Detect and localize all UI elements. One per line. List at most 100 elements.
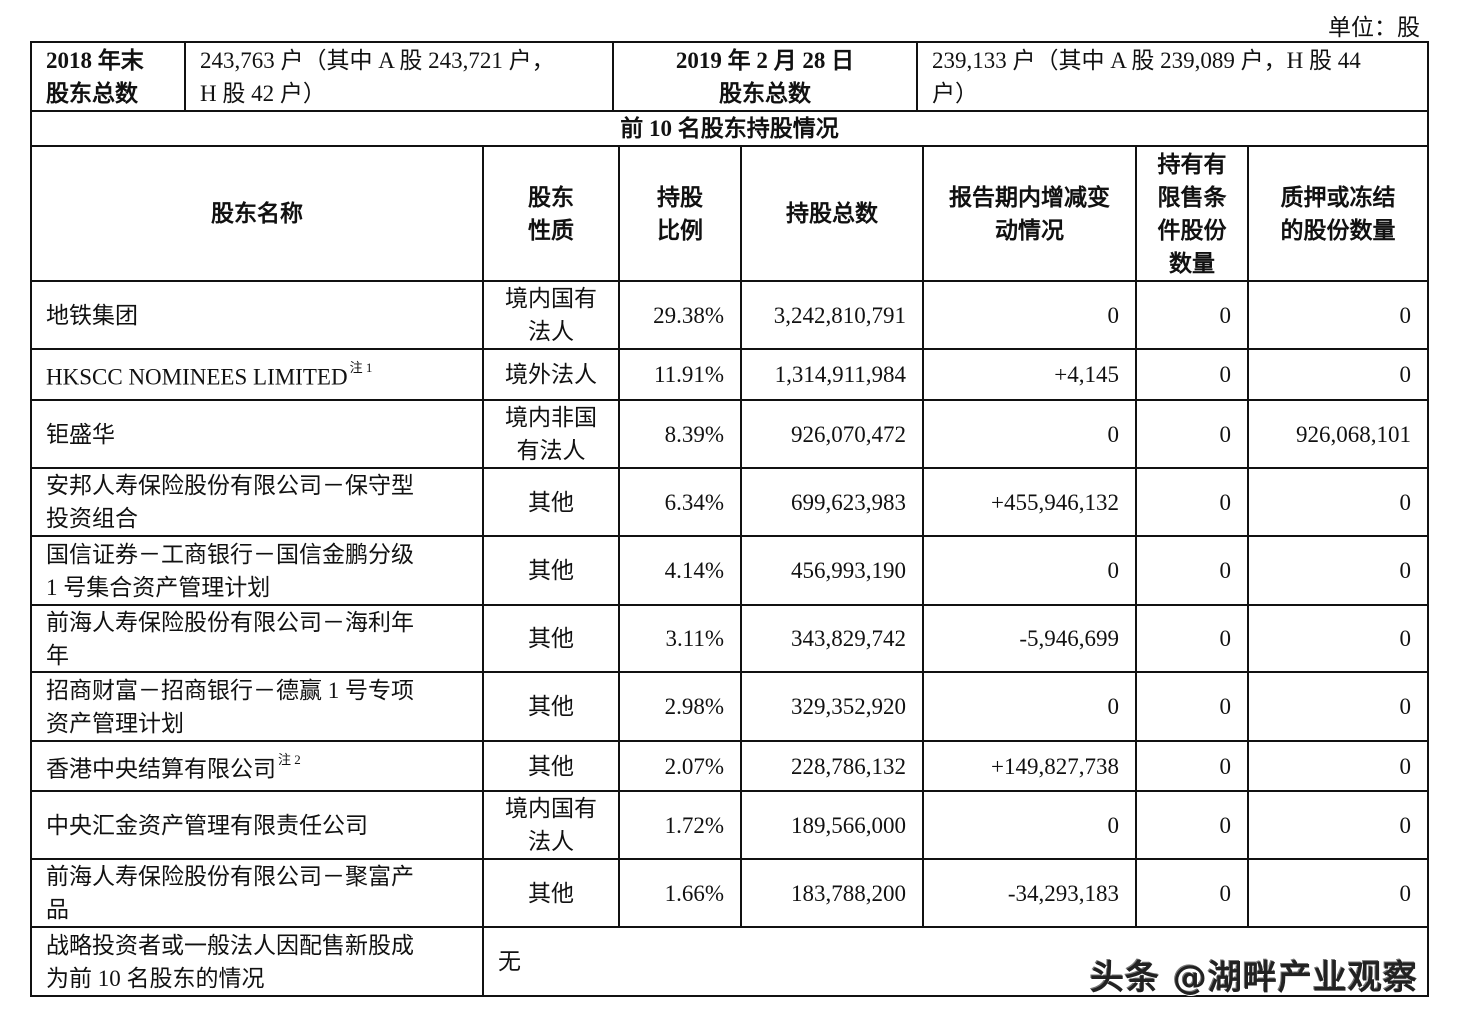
footnote-marker: 注 2 (278, 751, 301, 767)
label-shareholders-2018: 2018 年末 股东总数 (32, 43, 184, 110)
label-line: 股东总数 (46, 80, 138, 106)
cell-nature: 其他 (484, 860, 618, 926)
cell-name: 招商财富－招商银行－德赢 1 号专项 资产管理计划 (32, 673, 482, 740)
cell-nature: 其他 (484, 606, 618, 671)
nature-line: 法人 (528, 319, 574, 344)
cell-nature: 境内非国 有法人 (484, 401, 618, 467)
cell-change: 0 (1107, 812, 1120, 838)
name-line: 年 (46, 642, 69, 668)
value-shareholders-2018: 243,763 户（其中 A 股 243,721 户， H 股 42 户） (186, 43, 612, 110)
col-divider (612, 41, 614, 111)
cell-pledged: 0 (1399, 694, 1412, 719)
col-divider (1247, 145, 1249, 928)
cell-restricted: 0 (1219, 694, 1232, 719)
row-divider (30, 280, 1429, 282)
nature-line: 境外法人 (505, 362, 597, 387)
cell-change: 0 (1107, 302, 1120, 328)
value-line: 239,133 户（其中 A 股 239,089 户，H 股 44 (932, 47, 1361, 73)
cell-nature: 境内国有 法人 (484, 282, 618, 348)
name-line: HKSCC NOMINEES LIMITED (46, 364, 348, 390)
cell-pledged: 0 (1399, 558, 1412, 583)
cell-restricted: 0 (1219, 880, 1232, 906)
cell-pledged: 0 (1399, 753, 1412, 779)
cell-total: 1,314,911,984 (774, 362, 906, 387)
col-divider (916, 41, 918, 111)
name-line: 安邦人寿保险股份有限公司－保守型 (46, 473, 414, 498)
row-divider (30, 790, 1429, 792)
value-line: 户） (932, 80, 978, 106)
label-line: 2019 年 2 月 28 日 (675, 47, 855, 73)
footnote-marker: 注 1 (349, 360, 373, 376)
value-shareholders-2019: 239,133 户（其中 A 股 239,089 户，H 股 44 户） (918, 43, 1427, 110)
col-divider (1135, 145, 1137, 928)
cell-change: 0 (1107, 694, 1120, 719)
table-border-top (30, 41, 1429, 43)
nature-line: 其他 (528, 694, 574, 719)
value-line: H 股 42 户） (200, 80, 326, 106)
cell-change: +455,946,132 (991, 489, 1119, 515)
cell-change: +4,145 (1054, 362, 1119, 387)
nature-line: 法人 (528, 829, 574, 854)
cell-restricted: 0 (1219, 302, 1232, 328)
section-title: 前 10 名股东持股情况 (620, 116, 839, 141)
row-divider (30, 858, 1429, 860)
cell-name: 钜盛华 (32, 401, 482, 467)
footer-label-line: 为前 10 名股东的情况 (46, 965, 265, 991)
table-border-left (30, 41, 32, 997)
cell-total: 343,829,742 (791, 626, 906, 651)
row-divider (30, 348, 1429, 350)
cell-ratio: 2.07% (664, 753, 724, 779)
header-line: 持有有 (1157, 151, 1227, 177)
col-divider (184, 41, 186, 111)
header-nature: 股东 性质 (484, 147, 618, 280)
row-divider (30, 671, 1429, 673)
header-line: 股东 (528, 184, 574, 210)
name-line: 品 (46, 897, 69, 922)
row-divider (30, 110, 1429, 112)
header-line: 性质 (528, 217, 574, 243)
value-line: 243,763 户（其中 A 股 243,721 户， (200, 47, 555, 73)
header-line: 数量 (1169, 250, 1215, 276)
name-line: 地铁集团 (46, 302, 138, 328)
nature-line: 境内非国 (505, 405, 597, 430)
cell-name: 前海人寿保险股份有限公司－聚富产品 (32, 860, 482, 926)
cell-ratio: 4.14% (664, 558, 724, 583)
name-line: 钜盛华 (46, 421, 115, 447)
cell-ratio: 1.66% (664, 880, 724, 906)
row-divider (30, 740, 1429, 742)
cell-total: 183,788,200 (791, 880, 906, 906)
header-ratio: 持股 比例 (620, 147, 740, 280)
cell-total: 228,786,132 (791, 753, 906, 779)
header-line: 动情况 (995, 217, 1064, 243)
cell-ratio: 6.34% (664, 489, 724, 515)
cell-ratio: 3.11% (665, 626, 724, 651)
header-total: 持股总数 (786, 201, 878, 226)
nature-line: 其他 (528, 753, 574, 779)
cell-nature: 境外法人 (484, 350, 618, 399)
header-line: 质押或冻结 (1280, 184, 1396, 210)
name-line: 前海人寿保险股份有限公司－聚富产 (46, 864, 414, 889)
cell-total: 456,993,190 (791, 558, 906, 583)
col-divider (740, 145, 742, 928)
cell-change: -5,946,699 (1019, 626, 1119, 651)
cell-name: HKSCC NOMINEES LIMITED 注 1 (32, 350, 482, 399)
cell-name: 香港中央结算有限公司注 2 (32, 742, 482, 790)
cell-total: 189,566,000 (791, 812, 906, 838)
row-divider (30, 145, 1429, 147)
cell-pledged: 0 (1399, 362, 1412, 387)
cell-nature: 其他 (484, 742, 618, 790)
cell-ratio: 29.38% (653, 302, 724, 328)
name-line: 1 号集合资产管理计划 (46, 574, 271, 600)
header-line: 件股份 (1157, 217, 1227, 243)
cell-change: +149,827,738 (991, 753, 1119, 779)
cell-name: 地铁集团 (32, 282, 482, 348)
cell-restricted: 0 (1219, 489, 1232, 515)
cell-change: 0 (1107, 558, 1120, 583)
unit-label: 单位：股 (1328, 15, 1420, 40)
header-change: 报告期内增减变 动情况 (924, 147, 1135, 280)
nature-line: 其他 (528, 489, 574, 515)
name-with-note: HKSCC NOMINEES LIMITED 注 1 (46, 355, 372, 394)
name-line: 资产管理计划 (46, 710, 184, 736)
row-divider (30, 604, 1429, 606)
cell-nature: 其他 (484, 673, 618, 740)
